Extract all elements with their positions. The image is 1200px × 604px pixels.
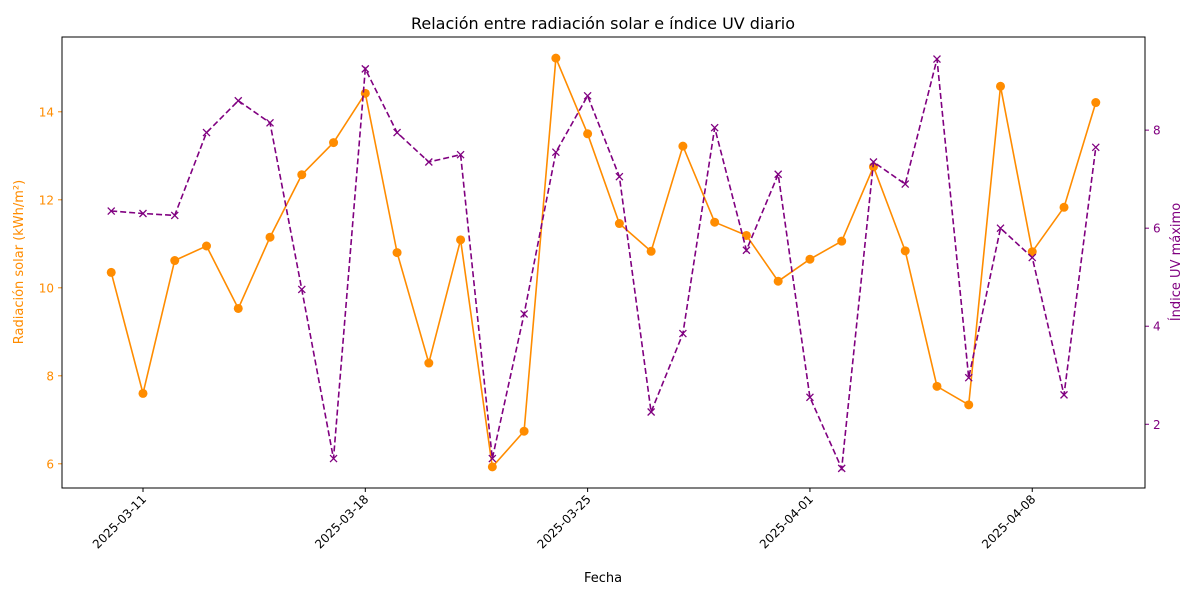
radiation-point: [932, 381, 942, 391]
y-left-tick-label: 12: [39, 193, 54, 207]
uv-series-line: [111, 58, 1097, 472]
uv-point: [488, 454, 497, 463]
radiation-point: [551, 53, 561, 63]
x-tick-label: 2025-04-01: [757, 492, 816, 551]
uv-point: [996, 224, 1005, 233]
radiation-point: [678, 141, 688, 151]
radiation-point: [106, 267, 116, 277]
uv-point: [678, 329, 687, 338]
uv-point: [551, 148, 560, 157]
radiation-point: [329, 138, 339, 148]
radiation-point: [1059, 202, 1069, 212]
uv-point: [329, 454, 338, 463]
uv-point: [901, 180, 910, 189]
radiation-point: [202, 241, 212, 251]
radiation-point: [710, 217, 720, 227]
uv-point: [266, 118, 274, 127]
y-left-tick-label: 8: [46, 369, 54, 383]
uv-point: [361, 64, 370, 73]
uv-point: [424, 158, 433, 166]
radiation-point: [837, 236, 847, 246]
uv-point: [615, 172, 624, 181]
x-axis-label: Fecha: [584, 571, 622, 586]
radiation-point: [741, 230, 751, 240]
plot-area: 6 8 10 12 14 2 4 6 8 2025-03-11 2025-03-18 2025-03-…: [39, 53, 1161, 551]
uv-point: [837, 464, 846, 473]
x-tick-label: 2025-04-08: [979, 492, 1038, 551]
uv-point: [933, 55, 941, 64]
x-tick-label: 2025-03-25: [535, 492, 594, 551]
uv-point: [520, 310, 529, 318]
y-left-tick-label: 6: [46, 457, 54, 471]
y-right-tick-label: 2: [1153, 418, 1161, 432]
y-left-tick-label: 14: [39, 105, 54, 119]
radiation-point: [900, 246, 910, 256]
radiation-series-line: [110, 57, 1097, 469]
radiation-point: [773, 276, 783, 286]
x-tick-label: 2025-03-18: [312, 492, 371, 551]
radiation-point: [138, 388, 148, 398]
uv-point: [774, 170, 783, 179]
y-right-tick-label: 6: [1153, 222, 1161, 236]
uv-point: [234, 96, 243, 105]
y-left-tick-label: 10: [39, 281, 54, 295]
radiation-point: [995, 81, 1005, 91]
radiation-point: [964, 400, 974, 410]
uv-point: [139, 209, 147, 218]
y-right-tick-label: 4: [1153, 320, 1161, 334]
radiation-point: [1027, 247, 1037, 257]
radiation-point: [583, 129, 593, 139]
radiation-point: [519, 426, 529, 436]
radiation-point: [265, 232, 275, 242]
y-axis-left-label: Radiación solar (kWh/m²): [12, 180, 27, 344]
radiation-point: [424, 358, 434, 368]
radiation-point: [805, 254, 815, 264]
radiation-point: [1091, 98, 1101, 108]
uv-point: [742, 246, 751, 255]
uv-point: [647, 408, 656, 416]
radiation-point: [614, 219, 624, 229]
radiation-point: [360, 88, 370, 98]
uv-point: [297, 285, 306, 294]
uv-point: [710, 123, 719, 132]
x-tick-label: 2025-03-11: [90, 492, 149, 551]
uv-point: [964, 373, 973, 382]
uv-point: [107, 207, 116, 215]
y-right-tick-label: 8: [1153, 124, 1161, 138]
uv-point: [583, 91, 592, 100]
uv-point: [869, 158, 878, 166]
uv-point: [170, 211, 179, 220]
uv-point: [805, 393, 814, 402]
uv-point: [1091, 143, 1100, 152]
uv-point: [1060, 390, 1068, 399]
radiation-point: [170, 256, 180, 266]
uv-point: [1028, 253, 1037, 262]
radiation-point: [646, 246, 656, 256]
plot-frame: [61, 36, 1146, 489]
y-axis-right-label: Índice UV máximo: [1168, 203, 1184, 321]
radiation-point: [487, 462, 497, 472]
uv-point: [456, 150, 465, 159]
radiation-point: [297, 170, 307, 180]
uv-point: [393, 128, 402, 137]
radiation-point: [456, 235, 466, 245]
chart-title: Relación entre radiación solar e índice …: [411, 14, 795, 33]
radiation-point: [233, 303, 243, 313]
uv-point: [202, 128, 211, 137]
radiation-point: [392, 248, 402, 258]
